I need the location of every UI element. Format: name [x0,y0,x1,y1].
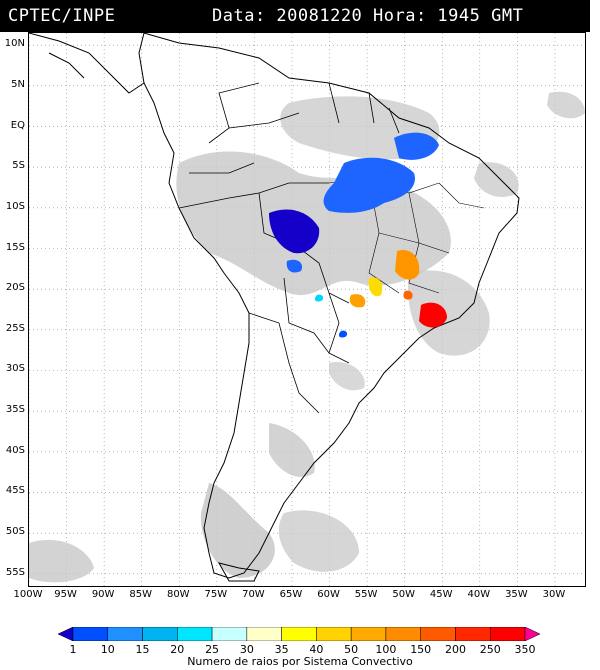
legend-swatch [420,627,456,641]
lat-label: 5N [11,78,25,90]
legend-swatch [489,627,526,641]
lon-label: 50W [392,589,415,600]
lon-label: 95W [54,589,77,600]
lightning-clusters [269,132,447,338]
legend-value: 10 [100,643,115,656]
cluster-goias [395,249,420,280]
tierra-del-fuego [218,562,260,582]
legend-value: 20 [170,643,185,656]
legend-value: 15 [135,643,150,656]
agency-label: CPTEC/INPE [8,6,116,26]
central-america-coastline [29,33,145,94]
lat-label: 10N [4,38,25,50]
cloud-region-south-atlantic [278,510,359,572]
lon-label: 55W [354,589,378,600]
map-header: CPTEC/INPE Data: 20081220 Hora: 1945 GMT [0,0,590,32]
lat-label: 50S [5,526,25,538]
lat-label: 20S [5,282,25,294]
lon-label: 60W [317,589,340,600]
lon-label: 100W [13,589,43,600]
lon-label: 45W [429,589,453,600]
legend-swatch [316,627,352,641]
country-borders [178,82,400,414]
legend-value: 30 [239,643,254,656]
legend-value: 350 [514,643,536,656]
legend-swatch [72,627,109,641]
cloud-region-uruguay [329,362,365,391]
legend-swatch [524,627,540,641]
legend-value: 250 [479,643,501,656]
cluster-northeast [394,132,439,160]
legend-colorbar [58,627,540,641]
legend-swatch [385,627,421,641]
legend-value: 150 [410,643,432,656]
legend-value: 1 [69,643,77,656]
legend-swatch [281,627,317,641]
lat-label: 25S [5,322,25,334]
lat-label: 40S [5,444,25,456]
legend-value: 50 [344,643,359,656]
lon-label: 35W [505,589,528,600]
cloud-region-northeast [547,91,585,119]
lat-label: EQ [10,119,25,131]
cloud-region-east-atlantic [474,162,519,198]
cloud-cover [29,91,585,583]
legend-swatch [455,627,491,641]
legend-swatch [107,627,143,641]
cluster-amazon-large [323,157,415,213]
lon-label: 70W [242,589,265,600]
cloud-region-argentina [269,423,315,477]
legend-swatch [350,627,387,641]
lat-label: 30S [5,363,25,375]
lat-label: 15S [5,241,25,253]
lat-label: 45S [5,485,25,497]
cluster-ms-orange [349,294,366,308]
lon-label: 75W [204,589,228,600]
lon-label: 65W [279,589,303,600]
legend-value: 40 [309,643,324,656]
south-america-coastline [138,33,520,579]
lon-label: 85W [129,589,152,600]
cloud-region-southeast [408,270,490,356]
cloud-region-southwest [29,539,94,583]
legend-swatch [142,627,178,641]
legend-swatch [177,627,213,641]
coastline [29,33,520,582]
legend-value: 35 [274,643,289,656]
cluster-rio-red [419,302,447,328]
cluster-small-mt [286,259,303,273]
legend-swatch [58,627,74,641]
lat-label: 5S [12,160,25,172]
lat-label: 55S [5,566,25,578]
legend-swatch [211,627,248,641]
legend-swatch [246,627,282,641]
cluster-minas [403,290,413,300]
lat-label: 35S [5,404,25,416]
datetime-stamp: Data: 20081220 Hora: 1945 GMT [212,6,524,26]
cluster-paraguay [338,330,348,338]
legend-value: 200 [444,643,466,656]
lon-label: 80W [166,589,190,600]
lon-label: 30W [542,589,566,600]
legend-title: Numero de raios por Sistema Convectivo [187,655,413,668]
cloud-region-patagonia [200,483,275,578]
map-frame [28,32,586,587]
legend-value: 100 [375,643,397,656]
cluster-rondonia [269,209,320,254]
lon-label: 40W [467,589,491,600]
cluster-cyan [314,294,324,302]
lat-label: 10S [5,200,25,212]
cluster-ms-yellow [368,277,383,297]
legend-value: 25 [205,643,220,656]
lon-label: 90W [91,589,115,600]
south-america-map [29,33,585,586]
